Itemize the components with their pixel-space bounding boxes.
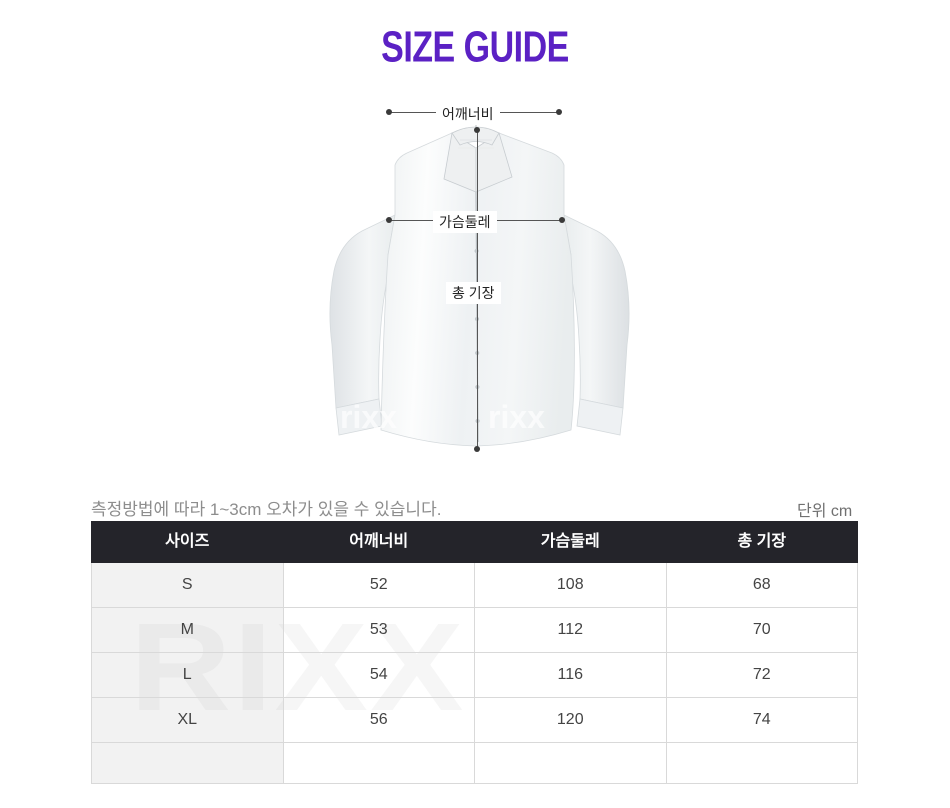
- svg-text:rixx: rixx: [488, 399, 545, 435]
- svg-text:rixx: rixx: [340, 399, 397, 435]
